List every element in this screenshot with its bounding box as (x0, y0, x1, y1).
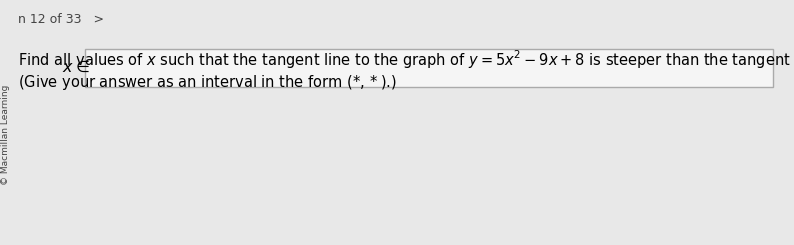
Text: (Give your answer as an interval in the form $(*, *)$.): (Give your answer as an interval in the … (18, 73, 397, 92)
Text: n 12 of 33   >: n 12 of 33 > (18, 13, 104, 26)
Text: © Macmillan Learning: © Macmillan Learning (2, 85, 10, 185)
FancyBboxPatch shape (85, 49, 773, 87)
Text: Find all values of $x$ such that the tangent line to the graph of $y = 5x^2 - 9x: Find all values of $x$ such that the tan… (18, 49, 794, 74)
Text: $x \in$: $x \in$ (62, 59, 90, 75)
